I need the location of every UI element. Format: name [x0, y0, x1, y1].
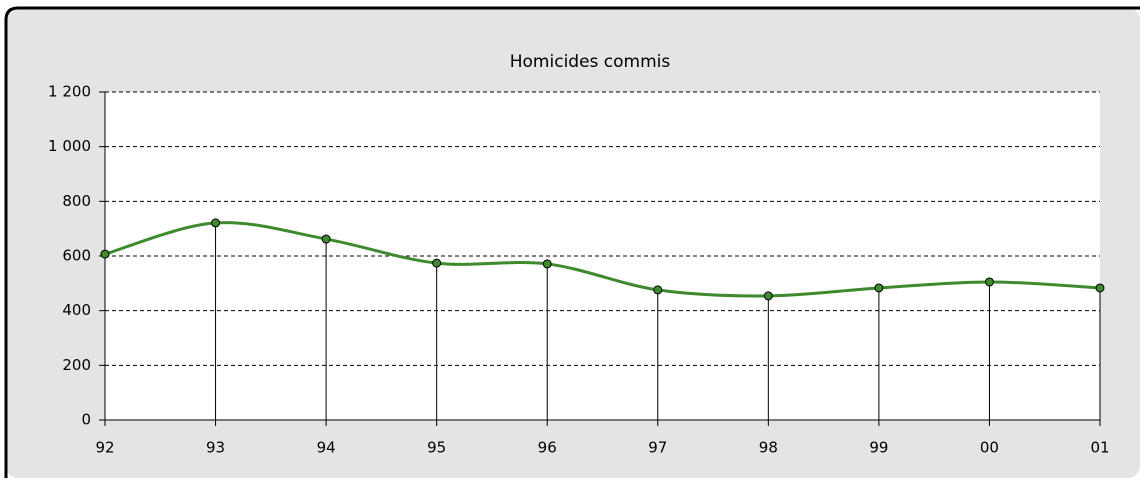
- x-tick-label: 92: [95, 439, 114, 457]
- y-tick-label: 400: [62, 301, 91, 319]
- x-tick-label: 98: [759, 439, 778, 457]
- x-tick-label: 97: [648, 439, 667, 457]
- point: [874, 283, 884, 293]
- y-tick-label: 200: [62, 356, 91, 374]
- frame-edge: [4, 6, 1140, 478]
- point: [984, 277, 994, 287]
- x-tick-label: 94: [317, 439, 336, 457]
- x-tick-label: 99: [869, 439, 888, 457]
- x-tick-label: 96: [538, 439, 557, 457]
- series-line: [104, 221, 1101, 298]
- point: [763, 291, 773, 301]
- point: [211, 218, 221, 228]
- point: [321, 234, 331, 244]
- y-tick-label: 0: [81, 411, 91, 429]
- point: [1095, 283, 1105, 293]
- chart-title: Homicides commis: [510, 52, 671, 72]
- x-tick-label: 93: [206, 439, 225, 457]
- x-tick-label: 95: [427, 439, 446, 457]
- point: [432, 258, 442, 268]
- point: [653, 285, 663, 295]
- point: [542, 259, 552, 269]
- x-tick-label: 00: [980, 439, 999, 457]
- y-tick-label: 800: [62, 192, 91, 210]
- y-tick-label: 1 200: [48, 83, 91, 101]
- y-tick-label: 1 000: [48, 137, 91, 155]
- x-tick-label: 01: [1090, 439, 1109, 457]
- point: [100, 249, 110, 259]
- y-tick-label: 600: [62, 247, 91, 265]
